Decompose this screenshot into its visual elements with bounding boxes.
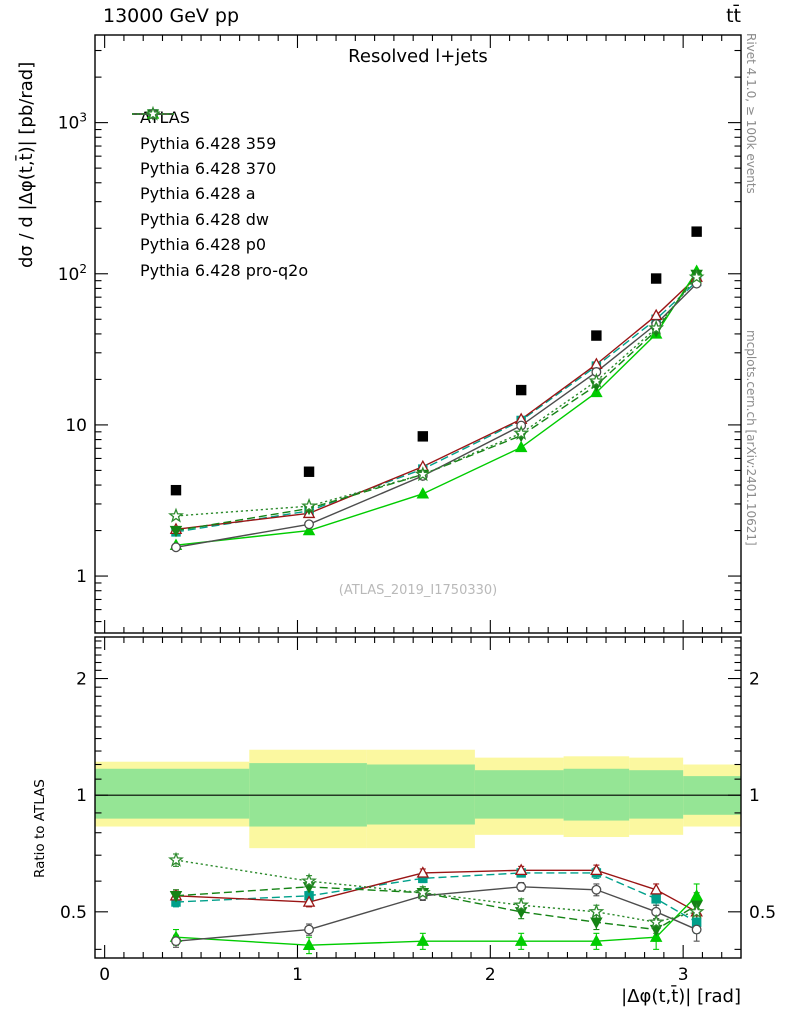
plot-title: Resolved l+jets	[348, 46, 488, 67]
series-line-pythia-a	[175, 270, 698, 546]
legend-label: Pythia 6.428 370	[140, 158, 277, 178]
legend-marker-star-icon	[132, 105, 174, 121]
svg-text:0.5: 0.5	[749, 903, 776, 923]
y-axis-label-ratio: Ratio to ATLAS	[32, 779, 48, 878]
series-line-pythia-dw	[175, 274, 698, 532]
series-line-pythia-359	[175, 280, 698, 533]
process-label: tt̄	[726, 5, 741, 27]
svg-text:1: 1	[749, 786, 760, 806]
legend-item-pythia-359: Pythia 6.428 359	[130, 109, 308, 155]
ratio-line-pythia-a	[175, 895, 698, 946]
svg-text:103: 103	[58, 111, 87, 134]
svg-text:3: 3	[678, 965, 689, 985]
band-green-segment	[95, 768, 250, 819]
axis-tick-labels: 1 10 102 103 0.5 0.5 1 1 2 2 0 1 2 3	[58, 111, 776, 985]
legend-item-pythia-a: Pythia 6.428 a	[130, 107, 308, 206]
svg-text:1: 1	[76, 567, 87, 587]
legend-label: Pythia 6.428 dw	[140, 209, 269, 229]
svg-text:10: 10	[65, 416, 87, 436]
y-axis-label-top: dσ / d |Δφ(t,t̄)| [pb/rad]	[16, 61, 37, 268]
ratio-uncertainty-bands	[95, 749, 741, 849]
beam-energy-label: 13000 GeV pp	[103, 5, 240, 27]
legend-item-pythia-pro-q2o: Pythia 6.428 pro-q2o	[130, 105, 309, 282]
svg-text:2: 2	[76, 670, 87, 690]
band-green-segment	[629, 770, 684, 819]
legend-item-pythia-p0: Pythia 6.428 p0	[130, 109, 308, 257]
series-line-pythia-370	[175, 276, 698, 530]
svg-text:0.5: 0.5	[60, 903, 87, 923]
band-green-segment	[366, 764, 475, 825]
ratio-line-pythia-dw	[175, 886, 698, 931]
series-line-pythia-pro-q2o	[175, 276, 698, 517]
svg-text:0: 0	[99, 965, 110, 985]
ratio-line-pythia-p0	[175, 886, 697, 942]
series-line-pythia-p0	[175, 283, 698, 548]
svg-text:2: 2	[485, 965, 496, 985]
x-axis-label: |Δφ(t,t̄)| [rad]	[621, 986, 741, 1007]
axis-ticks	[95, 35, 741, 958]
svg-text:1: 1	[292, 965, 303, 985]
mcplots-caption: mcplots.cern.ch [arXiv:2401.10621]	[744, 330, 758, 546]
analysis-watermark: (ATLAS_2019_I1750330)	[338, 583, 498, 598]
legend: ATLAS Pythia 6.428 359 Pythia 6.428 370 Pyt…	[130, 105, 308, 283]
legend-label: Pythia 6.428 359	[140, 133, 277, 153]
legend-label: Pythia 6.428 pro-q2o	[140, 260, 309, 280]
legend-item-pythia-dw: Pythia 6.428 dw	[130, 109, 308, 232]
svg-text:2: 2	[749, 670, 760, 690]
band-green-segment	[474, 770, 564, 819]
svg-text:1: 1	[76, 786, 87, 806]
legend-item-pythia-370: Pythia 6.428 370	[130, 107, 308, 181]
legend-label: Pythia 6.428 a	[140, 184, 256, 204]
rivet-version-caption: Rivet 4.1.0, ≥ 100k events	[744, 33, 758, 194]
svg-text:102: 102	[58, 262, 87, 285]
legend-label: Pythia 6.428 p0	[140, 235, 267, 255]
ratio-panel-frame	[94, 636, 742, 959]
